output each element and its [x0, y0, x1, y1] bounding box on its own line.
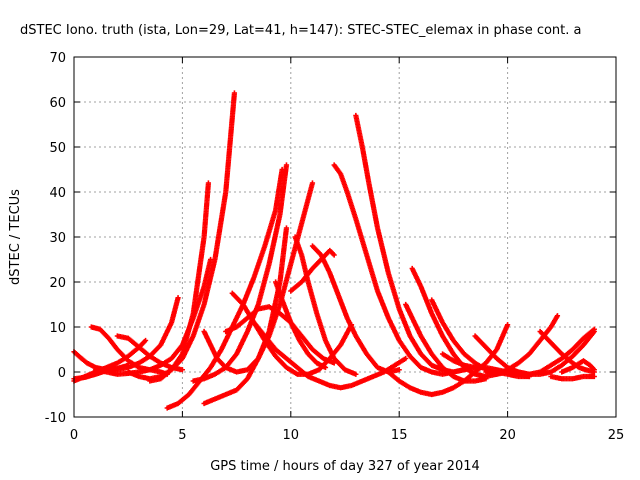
data-point — [142, 337, 149, 344]
data-series — [353, 112, 467, 375]
data-point — [322, 364, 329, 371]
data-point — [396, 367, 402, 373]
y-axis-label: dSTEC / TECUs — [8, 189, 23, 285]
data-series — [559, 358, 597, 375]
data-series — [164, 166, 285, 411]
data-point — [505, 322, 511, 328]
data-point — [591, 373, 597, 380]
data-point — [526, 373, 532, 380]
data-point — [283, 162, 290, 168]
data-point — [403, 355, 409, 362]
x-tick-label: 0 — [70, 428, 78, 443]
data-series — [439, 351, 532, 380]
x-axis-label: GPS time / hours of day 327 of year 2014 — [210, 459, 480, 474]
data-series — [273, 279, 329, 371]
data-series — [403, 301, 489, 384]
data-series — [93, 256, 214, 377]
y-tick-label: 40 — [49, 186, 66, 201]
data-series — [288, 247, 337, 294]
data-point — [353, 371, 359, 377]
data-series — [537, 328, 597, 375]
data-point — [331, 252, 337, 258]
data-point — [205, 180, 212, 186]
grid — [74, 57, 616, 417]
data-point — [175, 295, 181, 301]
data-marks — [71, 90, 597, 411]
data-point — [591, 367, 597, 373]
y-tick-label: 60 — [49, 96, 66, 111]
chart-title: dSTEC Iono. truth (ista, Lon=29, Lat=41,… — [20, 23, 582, 38]
data-series — [125, 90, 238, 382]
data-series — [292, 234, 359, 377]
data-point — [554, 313, 561, 319]
y-tick-label: 20 — [49, 276, 66, 291]
data-series — [309, 243, 402, 375]
y-tick-label: 0 — [58, 366, 66, 381]
x-tick-label: 20 — [499, 428, 516, 443]
data-point — [125, 362, 131, 368]
data-point — [231, 90, 238, 96]
y-tick-label: -10 — [45, 411, 66, 426]
data-point — [207, 256, 214, 263]
data-series — [147, 180, 212, 384]
data-series — [548, 373, 597, 382]
x-tick-label: 25 — [608, 428, 625, 443]
y-tick-label: 30 — [49, 231, 66, 246]
y-tick-label: 10 — [49, 321, 66, 336]
data-point — [179, 367, 185, 373]
data-point — [591, 328, 597, 335]
x-tick-label: 15 — [391, 428, 408, 443]
x-tick-label: 10 — [283, 428, 300, 443]
data-series — [251, 319, 409, 391]
data-point — [309, 180, 316, 186]
x-tick-label: 5 — [178, 428, 186, 443]
y-tick-label: 70 — [49, 51, 66, 66]
data-series — [201, 180, 316, 407]
y-tick-label: 50 — [49, 141, 66, 156]
axis-ticks: 0 5 10 15 20 25 -10 0 10 20 30 40 50 60 70 — [45, 51, 625, 443]
data-point — [283, 225, 290, 231]
